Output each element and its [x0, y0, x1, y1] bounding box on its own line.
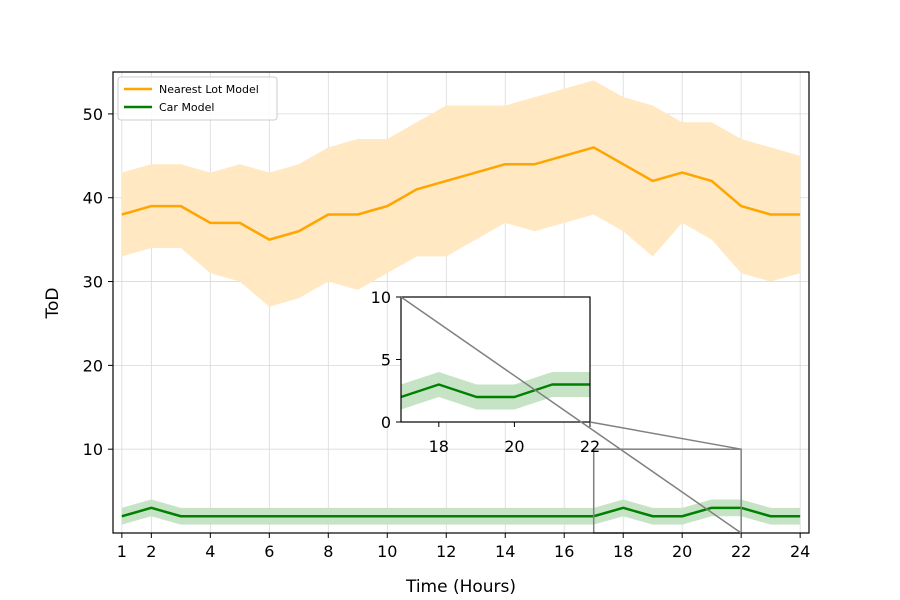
line-car-model [121, 506, 801, 518]
inset-x-tick-label-18: 18 [429, 437, 449, 456]
main-lines [121, 146, 801, 518]
line-nearest-lot-model [121, 146, 801, 241]
x-tick-label-10: 10 [377, 542, 397, 561]
main-bands [121, 80, 801, 525]
band-nearest-lot-model [121, 80, 801, 307]
x-tick-label-4: 4 [205, 542, 215, 561]
inset-x-tick-label-22: 22 [580, 437, 600, 456]
inset-line-car-model [400, 383, 590, 399]
connector-line-1 [400, 296, 742, 534]
x-tick-label-6: 6 [264, 542, 274, 561]
legend-box [117, 76, 278, 121]
x-tick-label-14: 14 [495, 542, 515, 561]
band-car-model [121, 499, 801, 525]
inset-band-car-model [401, 372, 590, 410]
inset-ticks: 18 20 22 0 5 10 [371, 288, 601, 456]
inset-connector [400, 296, 742, 534]
x-tick-label-8: 8 [323, 542, 333, 561]
y-tick-label-30: 30 [83, 273, 103, 292]
x-tick-label-22: 22 [731, 542, 751, 561]
y-tick-label-10: 10 [83, 440, 103, 459]
x-tick-label-24: 24 [790, 542, 810, 561]
x-tick-label-1: 1 [117, 542, 127, 561]
legend-label-car: Car Model [159, 101, 214, 114]
inset-y-tick-label-5: 5 [381, 351, 391, 370]
inset-x-tick-label-20: 20 [504, 437, 524, 456]
x-tick-label-20: 20 [672, 542, 692, 561]
inset-chart: 18 20 22 0 5 10 [371, 288, 601, 456]
inset-lines [400, 383, 590, 399]
inset-y-tick-label-0: 0 [381, 413, 391, 432]
inset-y-tick-label-10: 10 [371, 288, 391, 307]
x-tick-label-16: 16 [554, 542, 574, 561]
x-tick-label-18: 18 [613, 542, 633, 561]
legend: Nearest Lot Model Car Model [117, 76, 278, 121]
y-tick-label-20: 20 [83, 356, 103, 375]
y-tick-label-40: 40 [83, 189, 103, 208]
plot-frame [112, 71, 810, 534]
x-axis-label: Time (Hours) [405, 577, 516, 597]
inset-bands [401, 372, 590, 410]
y-axis-label: ToD [43, 288, 63, 320]
y-tick-label-50: 50 [83, 105, 103, 124]
x-tick-label-2: 2 [146, 542, 156, 561]
legend-label-nearest-lot: Nearest Lot Model [159, 83, 259, 96]
x-tick-label-12: 12 [436, 542, 456, 561]
connector-line-2 [589, 421, 742, 450]
